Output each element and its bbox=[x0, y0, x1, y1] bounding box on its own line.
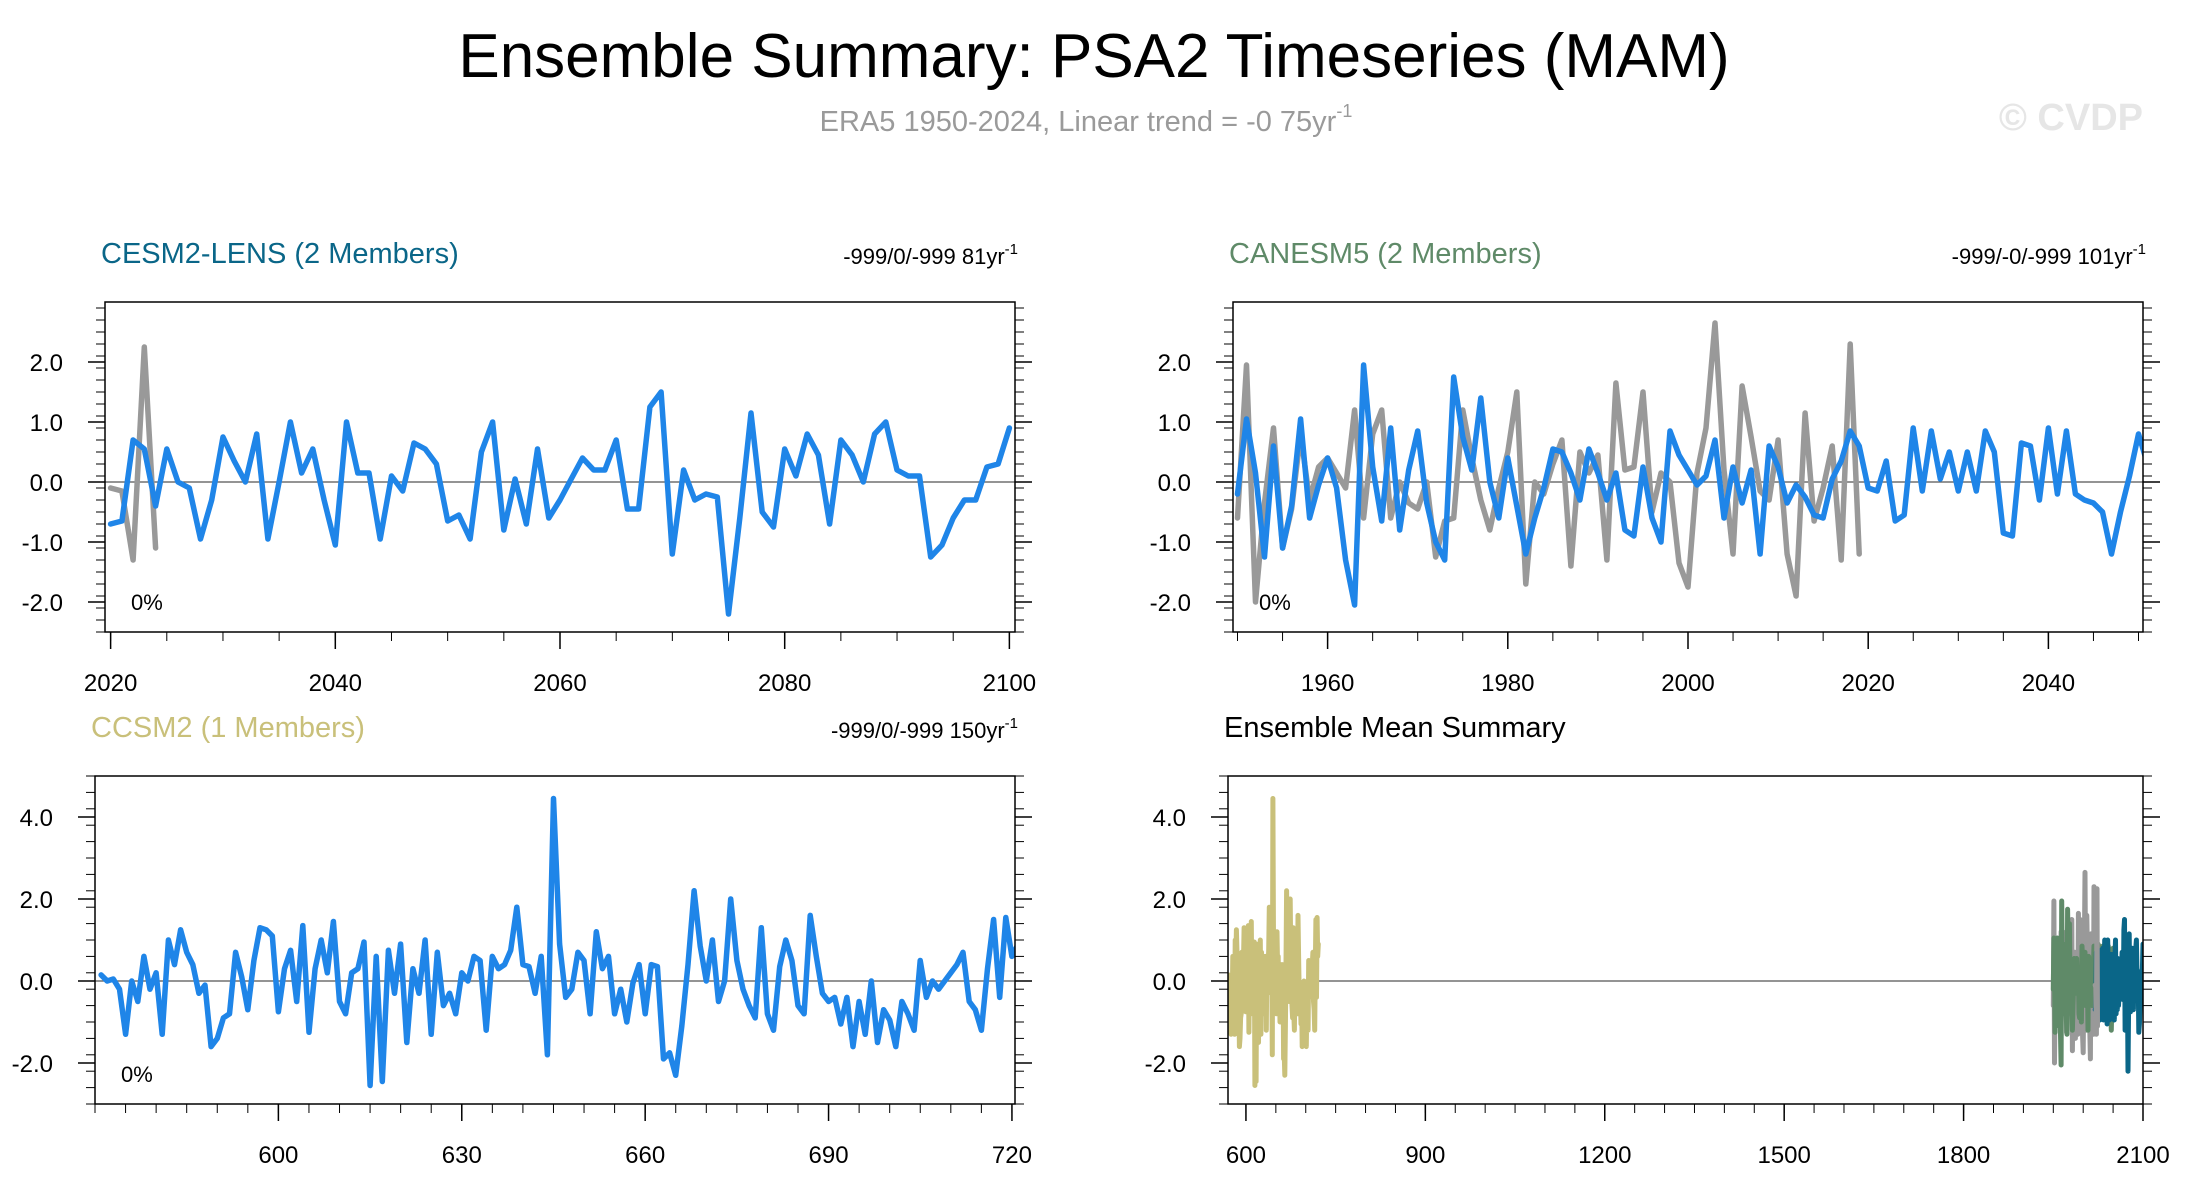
plot-frame-cesm2 bbox=[104, 301, 1016, 633]
x-tick-label: 1800 bbox=[1937, 1142, 1990, 1169]
x-tick-label: 1500 bbox=[1757, 1142, 1810, 1169]
y-tick-label: 2.0 bbox=[1158, 350, 1191, 377]
y-tick-label: 0.0 bbox=[1158, 470, 1191, 497]
panel-ccsm2: CCSM2 (1 Members) -999/0/-999 150yr-1 -2.0… bbox=[12, 712, 1032, 1169]
subtitle-sup: -1 bbox=[1336, 101, 1352, 121]
series-line-summary-ccsm2-0 bbox=[1228, 796, 1321, 1088]
watermark: © CVDP bbox=[1999, 97, 2143, 139]
trend-label-cesm2: -999/0/-999 81yr-1 bbox=[843, 241, 1018, 269]
panel-title-summary: Ensemble Mean Summary bbox=[1224, 712, 1566, 744]
trend-sup: -1 bbox=[1005, 241, 1018, 258]
percent-label-canesm5: 0% bbox=[1259, 590, 1291, 615]
series-group-cesm2 bbox=[107, 344, 1013, 617]
trend-label-ccsm2: -999/0/-999 150yr-1 bbox=[831, 715, 1018, 743]
figure-title: Ensemble Summary: PSA2 Timeseries (MAM) bbox=[458, 22, 1729, 91]
y-tick-label: -2.0 bbox=[22, 590, 63, 617]
subtitle-main: ERA5 1950-2024, Linear trend = -0 75yr bbox=[820, 106, 1337, 138]
x-tick-label: 1960 bbox=[1301, 670, 1354, 697]
x-tick-label: 900 bbox=[1405, 1142, 1445, 1169]
y-tick-label: -1.0 bbox=[22, 530, 63, 557]
series-line-ccsm2-model-0 bbox=[98, 795, 1015, 1089]
y-tick-label: 1.0 bbox=[1158, 410, 1191, 437]
panel-title-ccsm2: CCSM2 (1 Members) bbox=[91, 712, 365, 744]
x-tick-label: 2000 bbox=[1661, 670, 1714, 697]
y-tick-label: -2.0 bbox=[12, 1051, 53, 1078]
y-tick-label: 0.0 bbox=[30, 470, 63, 497]
x-tick-label: 600 bbox=[258, 1142, 298, 1169]
x-tick-label: 630 bbox=[442, 1142, 482, 1169]
percent-label-ccsm2: 0% bbox=[121, 1062, 153, 1087]
trend-label-canesm5: -999/-0/-999 101yr-1 bbox=[1952, 241, 2146, 269]
series-group-summary bbox=[1228, 796, 2143, 1088]
x-tick-label: 600 bbox=[1226, 1142, 1266, 1169]
x-tick-label: 660 bbox=[625, 1142, 665, 1169]
panel-title-cesm2: CESM2-LENS (2 Members) bbox=[101, 238, 459, 270]
series-line-cesm2-model-1 bbox=[107, 389, 1013, 617]
y-tick-label: -2.0 bbox=[1145, 1051, 1186, 1078]
panels: CESM2-LENS (2 Members) -999/0/-999 81yr-1… bbox=[12, 238, 2170, 1169]
trend-main: -999/-0/-999 101yr bbox=[1952, 244, 2133, 269]
y-tick-label: -2.0 bbox=[1150, 590, 1191, 617]
x-tick-label: 2080 bbox=[758, 670, 811, 697]
y-tick-label: 0.0 bbox=[20, 969, 53, 996]
figure-subtitle: ERA5 1950-2024, Linear trend = -0 75yr-1 bbox=[820, 101, 1353, 138]
trend-sup: -1 bbox=[2133, 241, 2146, 258]
x-tick-label: 2040 bbox=[309, 670, 362, 697]
x-tick-label: 2100 bbox=[983, 670, 1036, 697]
y-tick-label: 0.0 bbox=[1153, 969, 1186, 996]
series-line-canesm5-model-1 bbox=[1234, 362, 2143, 608]
y-tick-label: 4.0 bbox=[20, 805, 53, 832]
panel-summary: Ensemble Mean Summary -2.0 0.0 2.0 4.0 600 900… bbox=[1145, 712, 2170, 1169]
plot-frame-summary bbox=[1227, 775, 2144, 1105]
panel-cesm2: CESM2-LENS (2 Members) -999/0/-999 81yr-1… bbox=[22, 238, 1036, 697]
y-tick-label: 1.0 bbox=[30, 410, 63, 437]
x-tick-label: 690 bbox=[809, 1142, 849, 1169]
x-tick-label: 1980 bbox=[1481, 670, 1534, 697]
x-tick-label: 2020 bbox=[84, 670, 137, 697]
x-tick-label: 2100 bbox=[2116, 1142, 2169, 1169]
series-line-summary-obs-4 bbox=[2092, 886, 2100, 1037]
series-group-ccsm2 bbox=[98, 795, 1015, 1089]
series-line-cesm2-obs-0 bbox=[107, 344, 159, 563]
x-tick-label: 2060 bbox=[533, 670, 586, 697]
x-tick-label: 720 bbox=[992, 1142, 1032, 1169]
trend-sup: -1 bbox=[1005, 715, 1018, 732]
y-tick-label: -1.0 bbox=[1150, 530, 1191, 557]
trend-main: -999/0/-999 150yr bbox=[831, 718, 1005, 743]
series-group-canesm5 bbox=[1234, 320, 2143, 608]
y-tick-label: 2.0 bbox=[1153, 887, 1186, 914]
y-tick-label: 4.0 bbox=[1153, 805, 1186, 832]
panel-title-canesm5: CANESM5 (2 Members) bbox=[1229, 238, 1542, 270]
series-line-summary-cesm2-3 bbox=[2092, 917, 2143, 1074]
x-tick-label: 1200 bbox=[1578, 1142, 1631, 1169]
trend-main: -999/0/-999 81yr bbox=[843, 244, 1004, 269]
y-tick-label: 2.0 bbox=[20, 887, 53, 914]
panel-canesm5: CANESM5 (2 Members) -999/-0/-999 101yr-1-… bbox=[1150, 238, 2160, 697]
x-tick-label: 2040 bbox=[2022, 670, 2075, 697]
y-tick-label: 2.0 bbox=[30, 350, 63, 377]
percent-label-cesm2: 0% bbox=[131, 590, 163, 615]
x-tick-label: 2020 bbox=[1842, 670, 1895, 697]
